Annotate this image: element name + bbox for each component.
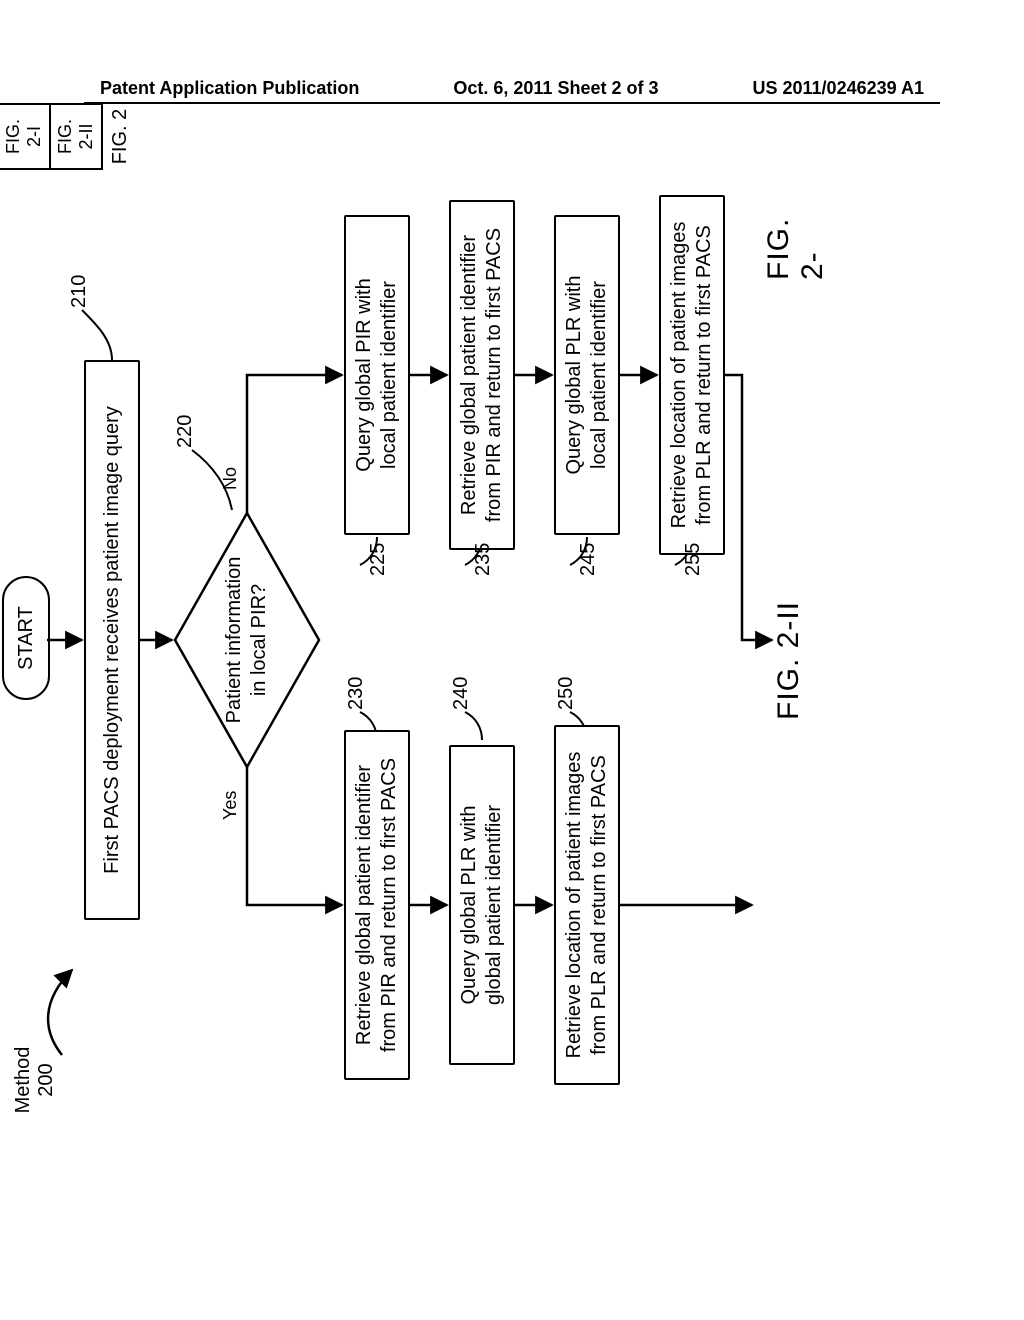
- node-240: Query global PLR with global patient ide…: [449, 745, 515, 1065]
- fig-sub-label: FIG. 2-II: [772, 601, 806, 720]
- node-250: Retrieve location of patient images from…: [554, 725, 620, 1085]
- node-225: Query global PIR with local patient iden…: [344, 215, 410, 535]
- node-230: Retrieve global patient identifier from …: [344, 730, 410, 1080]
- node-220-text: Patient information in local PIR?: [222, 510, 272, 770]
- ref-255: 255: [682, 543, 705, 576]
- patent-page: Patent Application Publication Oct. 6, 2…: [0, 0, 1024, 1320]
- node-235: Retrieve global patient identifier from …: [449, 200, 515, 550]
- method-label: Method 200: [12, 1020, 58, 1140]
- node-255: Retrieve location of patient images from…: [659, 195, 725, 555]
- start-terminator: START: [2, 576, 50, 700]
- label-yes: Yes: [220, 791, 241, 820]
- node-220: Patient information in local PIR?: [172, 510, 322, 770]
- fig-main-label: FIG. 2-: [762, 218, 830, 280]
- ref-250: 250: [555, 677, 578, 710]
- key-top: FIG. 2-I: [0, 103, 51, 170]
- key-bottom: FIG. 2: [109, 103, 132, 170]
- label-no: No: [220, 467, 241, 490]
- ref-225: 225: [367, 543, 390, 576]
- ref-210: 210: [68, 275, 91, 308]
- key-mid: FIG. 2-II: [49, 103, 103, 170]
- figure-key: FIG. 2-I FIG. 2-II FIG. 2: [0, 103, 132, 170]
- flowchart: Method 200 START First PACS deployment r…: [0, 266, 1024, 1110]
- ref-235: 235: [472, 543, 495, 576]
- node-245: Query global PLR with local patient iden…: [554, 215, 620, 535]
- ref-230: 230: [345, 677, 368, 710]
- ref-220: 220: [174, 415, 197, 448]
- ref-245: 245: [577, 543, 600, 576]
- ref-240: 240: [450, 677, 473, 710]
- node-210: First PACS deployment receives patient i…: [84, 360, 140, 920]
